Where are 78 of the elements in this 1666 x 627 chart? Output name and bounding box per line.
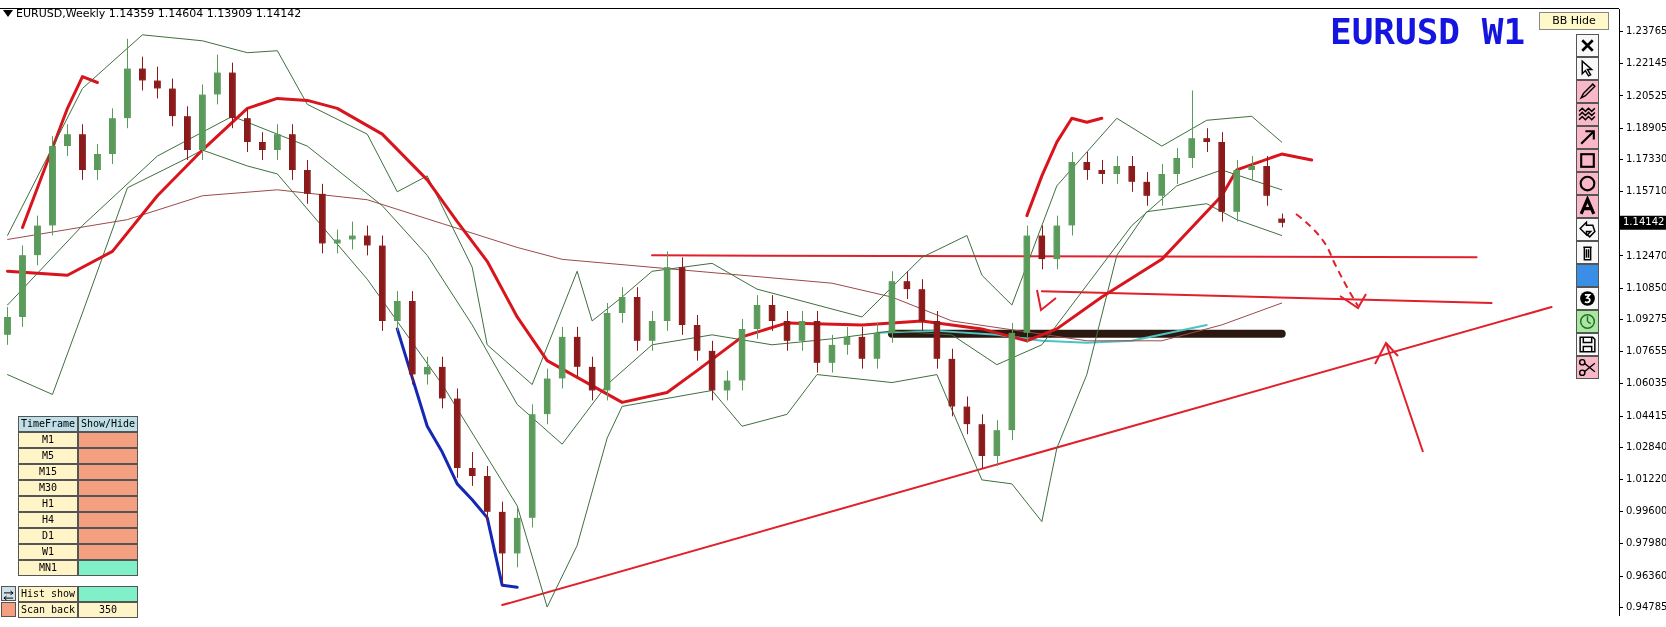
candlestick	[363, 225, 371, 256]
candlestick	[1188, 89, 1196, 169]
candlestick	[423, 356, 431, 386]
candlestick	[753, 294, 761, 340]
chart-title: EURUSD,Weekly 1.14359 1.14604 1.13909 1.14142	[16, 6, 302, 20]
candlestick	[139, 56, 146, 91]
candlestick	[618, 286, 626, 324]
text: 1.14142	[1623, 216, 1665, 228]
candlestick	[648, 310, 656, 352]
annotation: M30	[18, 480, 78, 496]
candlestick	[693, 314, 701, 362]
annotation: Scan back	[18, 602, 78, 618]
annotation: W1	[18, 544, 78, 560]
candlestick	[768, 294, 776, 332]
candlestick	[798, 310, 806, 352]
candlestick	[843, 326, 851, 356]
candlestick	[1248, 155, 1256, 181]
candlestick	[1143, 171, 1151, 207]
annotation: EURUSD W1	[1330, 11, 1526, 52]
candlestick	[1128, 155, 1136, 193]
candlestick	[468, 451, 476, 487]
y-tick-label: 0.94785	[1626, 600, 1666, 612]
candlestick	[858, 326, 866, 370]
candlestick	[963, 395, 971, 435]
candlestick	[993, 419, 1001, 467]
candlestick	[1173, 147, 1181, 185]
annotation: 350	[78, 602, 138, 618]
annotation: BB Hide	[1539, 12, 1609, 30]
y-tick-label: 1.07655	[1626, 345, 1666, 357]
annotation: H4	[18, 512, 78, 528]
y-tick-label: 1.20525	[1626, 89, 1666, 101]
candlestick	[1083, 151, 1091, 181]
candlestick	[243, 107, 251, 153]
y-tick-label: 1.22145	[1626, 57, 1666, 69]
y-tick-label: 1.01220	[1626, 473, 1666, 485]
y-tick-label: 1.15710	[1626, 185, 1666, 197]
candlestick	[333, 229, 341, 254]
y-tick-label: 0.97980	[1626, 537, 1666, 549]
candlestick	[1038, 225, 1046, 270]
annotation: M5	[18, 448, 78, 464]
y-tick-label: 0.96360	[1626, 569, 1666, 581]
annotation: M1	[18, 432, 78, 448]
annotation: H1	[18, 496, 78, 512]
candlestick	[1113, 155, 1121, 185]
annotation: M15	[18, 464, 78, 480]
y-tick-label: 1.17330	[1626, 153, 1666, 164]
y-tick-label: 0.99600	[1626, 505, 1666, 517]
candlestick	[64, 123, 71, 157]
y-tick-label: 1.02840	[1626, 440, 1666, 452]
annotation: Hist show	[18, 586, 78, 602]
candlestick	[1098, 159, 1106, 185]
y-tick-label: 1.09275	[1626, 313, 1666, 325]
y-tick-label: 1.23765	[1626, 25, 1666, 37]
candlestick	[783, 310, 791, 352]
candlestick	[873, 322, 881, 370]
candlestick	[154, 66, 161, 99]
annotation: Show/Hide	[78, 416, 138, 432]
candlestick	[1158, 163, 1166, 207]
candlestick	[213, 54, 221, 105]
y-tick-label: 1.18905	[1626, 121, 1666, 133]
y-tick-label: 1.04415	[1626, 409, 1666, 421]
candlestick	[273, 123, 281, 161]
annotation: MN1	[18, 560, 78, 576]
candlestick	[723, 370, 731, 401]
y-tick-label: 1.10850	[1626, 281, 1666, 293]
annotation: D1	[18, 528, 78, 544]
candlestick	[1203, 127, 1211, 153]
candlestick	[4, 306, 11, 346]
y-tick-label: 1.06035	[1626, 377, 1666, 389]
candlestick	[903, 270, 911, 300]
candlestick	[828, 334, 836, 374]
candlestick	[303, 159, 311, 205]
candlestick	[348, 221, 356, 250]
candlestick	[393, 290, 401, 332]
y-tick-label: 1.12470	[1626, 249, 1666, 261]
candlestick	[588, 356, 596, 401]
annotation: TimeFrame	[18, 416, 78, 432]
candlestick	[94, 143, 101, 181]
